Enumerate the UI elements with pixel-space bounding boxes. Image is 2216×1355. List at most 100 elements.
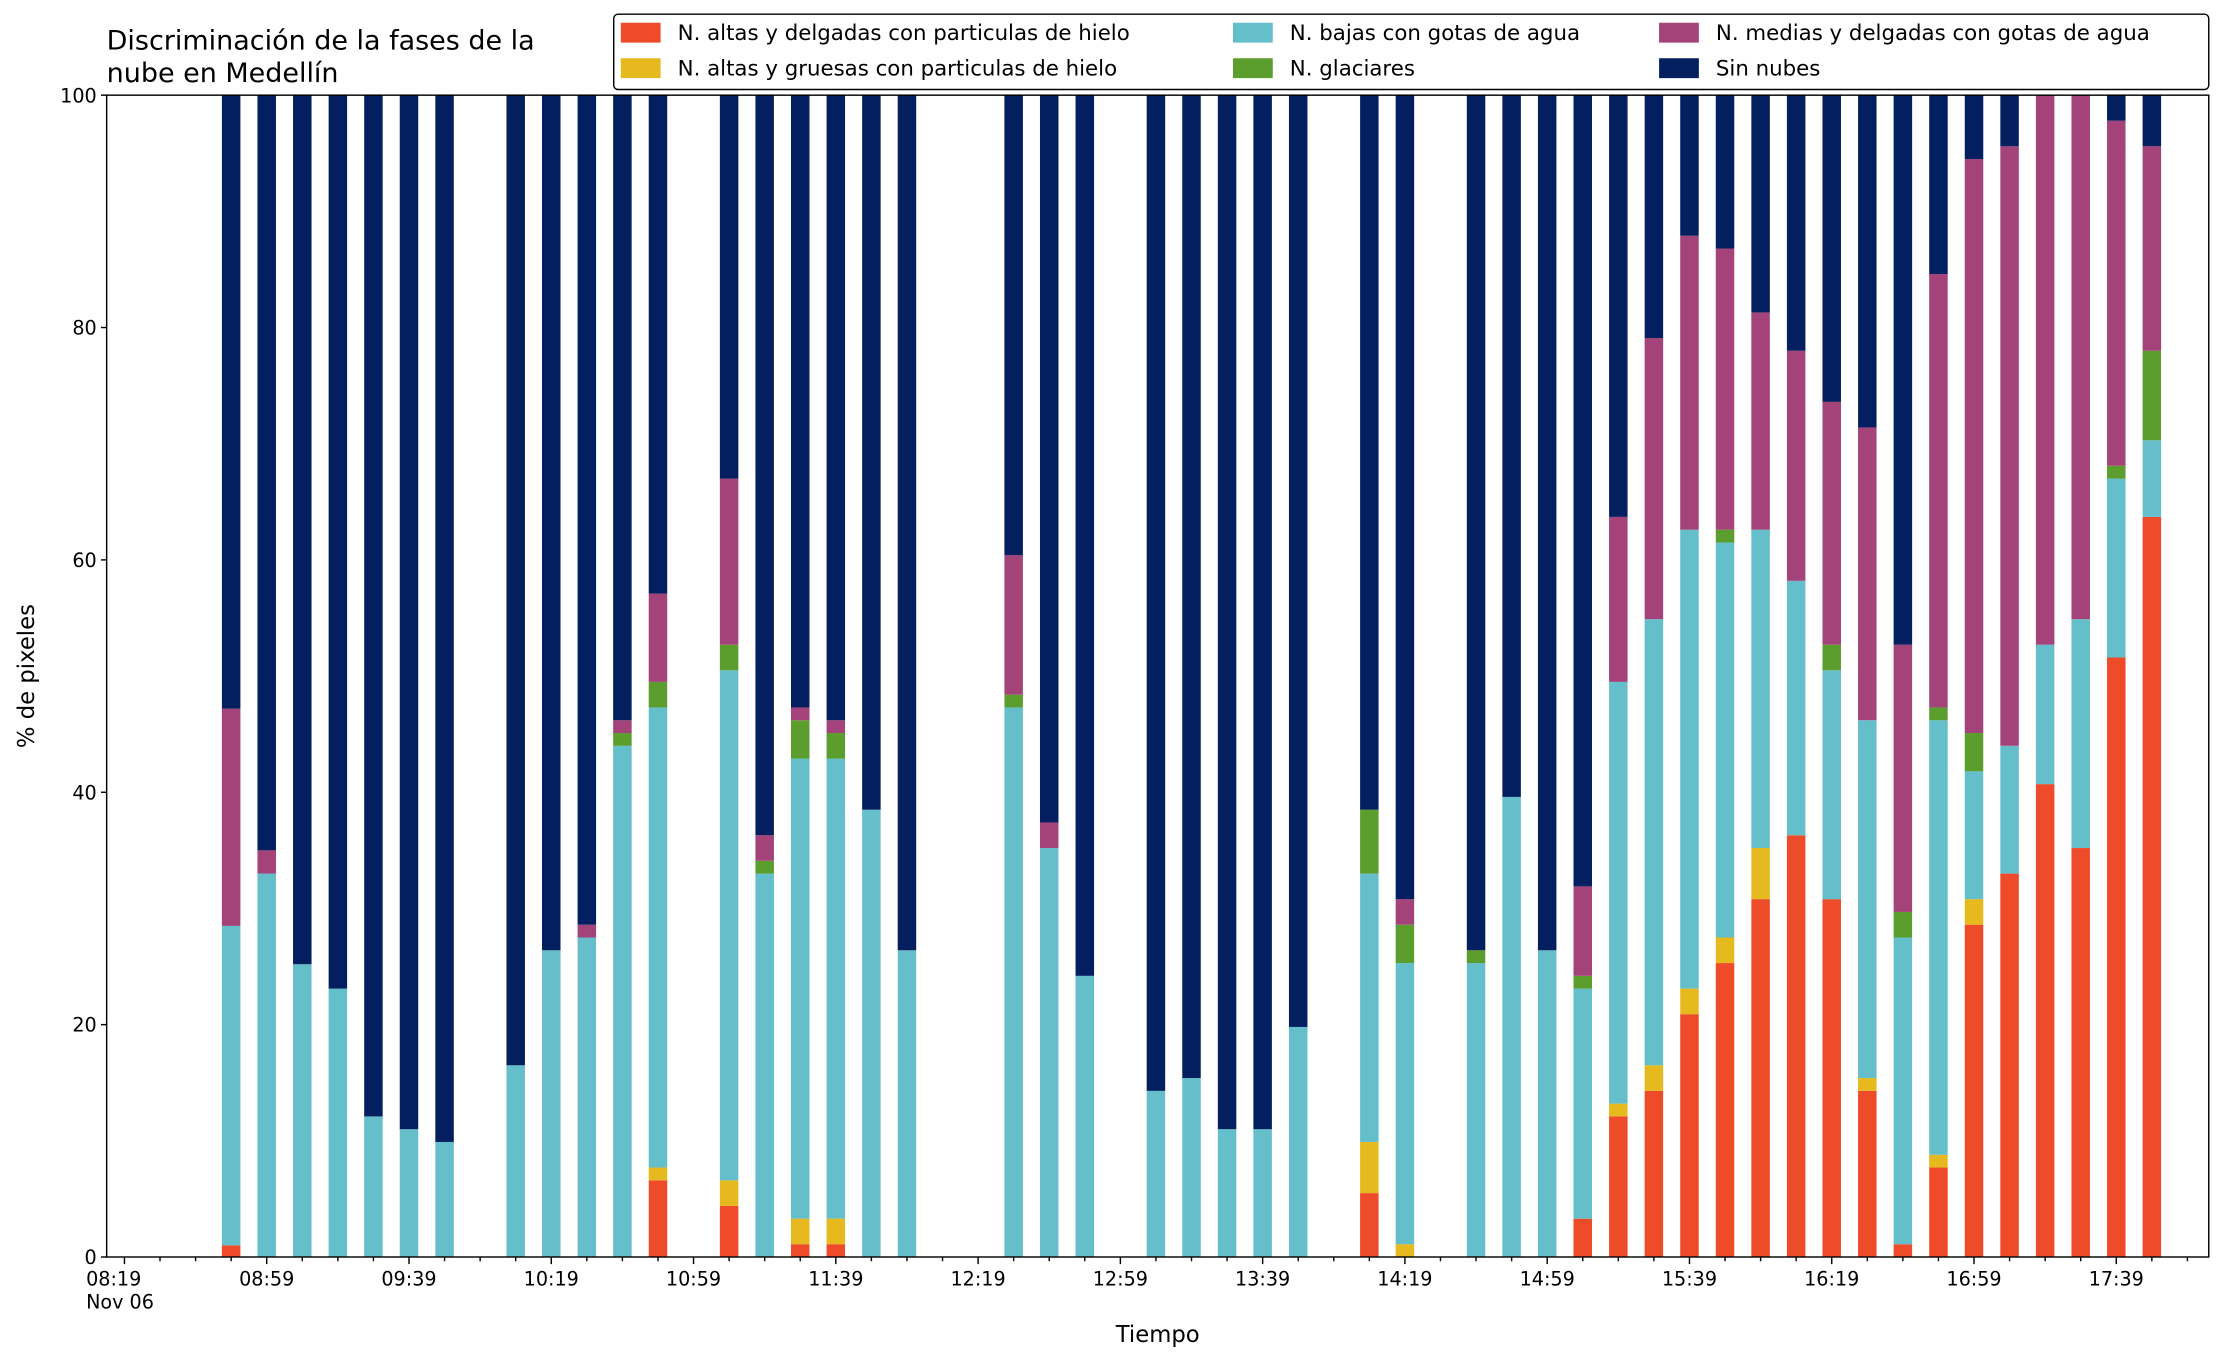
bar-segment xyxy=(1786,580,1806,836)
bar-segment xyxy=(2107,465,2126,479)
legend-box xyxy=(613,13,2210,91)
bar-segment xyxy=(1644,1065,1664,1091)
bar-segment xyxy=(1893,95,1913,645)
bar-segment xyxy=(791,758,810,1219)
bar-segment xyxy=(1964,771,1984,900)
plot-frame xyxy=(105,94,2210,1258)
bar-segment xyxy=(2000,745,2019,874)
bar-segment xyxy=(1253,95,1272,1130)
bar-segment xyxy=(1893,911,1913,938)
bar-segment xyxy=(2035,95,2055,645)
bar-segment xyxy=(826,95,846,721)
bar-segment xyxy=(1609,681,1628,1104)
bar-segment xyxy=(826,1244,846,1257)
bar-segment xyxy=(2142,350,2162,441)
bar-segment xyxy=(1822,670,1841,900)
y-tick-label: 0 xyxy=(85,1246,97,1269)
bar-segment xyxy=(1964,899,1984,925)
bar-segment xyxy=(1182,1078,1201,1257)
bar-segment xyxy=(1929,707,1948,721)
y-tick-label: 60 xyxy=(72,549,96,572)
bar-segment xyxy=(613,720,632,734)
bar-segment xyxy=(2142,146,2162,351)
legend-swatch xyxy=(1659,58,1699,79)
x-axis-label: Tiempo xyxy=(1115,1322,1200,1348)
bar-segment xyxy=(2107,657,2126,1257)
bar-segment xyxy=(1004,694,1023,708)
bar-segment xyxy=(1680,235,1699,530)
bar-segment xyxy=(1253,1129,1272,1257)
bar-segment xyxy=(1502,95,1521,797)
bar-segment xyxy=(1609,95,1628,517)
legend-label: N. altas y delgadas con particulas de hi… xyxy=(678,21,1130,46)
bar-segment xyxy=(613,95,632,721)
bar-segment xyxy=(1039,848,1059,1257)
bar-segment xyxy=(221,95,241,709)
bar-segment xyxy=(755,873,774,1257)
bar-segment xyxy=(2142,440,2162,517)
x-tick-label: 12:19 xyxy=(950,1267,1005,1290)
x-tick-label: 11:39 xyxy=(808,1267,863,1290)
bar-segment xyxy=(2000,146,2019,746)
bar-segment xyxy=(1039,822,1059,849)
bar-segment xyxy=(1573,886,1593,976)
bar-segment xyxy=(1644,619,1664,1066)
bar-segment xyxy=(1964,159,1984,734)
bar-segment xyxy=(1929,1167,1948,1257)
bar-segment xyxy=(1537,950,1557,1257)
bar-segment xyxy=(1146,95,1166,1091)
legend-swatch xyxy=(620,58,661,79)
bar-segment xyxy=(1573,988,1593,1219)
x-tick-label: 09:39 xyxy=(381,1267,436,1290)
bar-segment xyxy=(1609,516,1628,682)
bar-segment xyxy=(1644,337,1664,620)
bar-segment xyxy=(1715,963,1735,1257)
y-tick-label: 100 xyxy=(60,84,97,107)
bar-segment xyxy=(1395,963,1415,1245)
bar-segment xyxy=(648,593,668,682)
bar-segment xyxy=(577,937,597,1257)
bar-segment xyxy=(2000,95,2019,147)
bar-segment xyxy=(1466,963,1486,1257)
bar-segment xyxy=(1288,1026,1308,1257)
bar-segment xyxy=(1822,95,1841,402)
bar-segment xyxy=(293,964,312,1257)
bar-segment xyxy=(719,1205,739,1257)
bar-segment xyxy=(1075,975,1095,1257)
bar-segment xyxy=(577,95,597,925)
y-tick-label: 40 xyxy=(72,781,96,804)
bar-segment xyxy=(826,733,846,759)
bar-segment xyxy=(506,1065,525,1257)
bar-segment xyxy=(1751,848,1770,900)
bar-segment xyxy=(257,850,276,874)
bar-segment xyxy=(719,478,739,645)
chart-title: Discriminación de la fases de la nube en … xyxy=(107,26,535,89)
legend-label: Sin nubes xyxy=(1716,56,1820,81)
bar-segment xyxy=(719,95,739,479)
bar-segment xyxy=(2071,619,2090,849)
bar-segment xyxy=(1288,95,1308,1027)
bar-segment xyxy=(1858,1090,1877,1257)
x-tick-label: 08:59 xyxy=(239,1267,294,1290)
bar-segment xyxy=(364,95,383,1117)
bar-segment xyxy=(1502,796,1521,1257)
bar-segment xyxy=(1217,95,1237,1130)
bar-segment xyxy=(542,950,561,1257)
bar-segment xyxy=(1893,1244,1913,1257)
bar-segment xyxy=(1929,95,1948,275)
legend-swatch xyxy=(620,22,661,43)
bar-segment xyxy=(1680,529,1699,989)
bar-segment xyxy=(399,1129,419,1257)
bar-segment xyxy=(1004,555,1023,695)
bar-segment xyxy=(613,733,632,746)
bar-segment xyxy=(2142,516,2162,1257)
x-tick-label: 15:39 xyxy=(1662,1267,1717,1290)
bar-segment xyxy=(719,644,739,671)
bar-segment xyxy=(755,860,774,874)
legend-label: N. medias y delgadas con gotas de agua xyxy=(1716,21,2150,46)
bar-segment xyxy=(1360,1141,1379,1194)
bar-segment xyxy=(2107,120,2126,466)
x-tick-label: 16:59 xyxy=(1946,1267,2001,1290)
bar-segment xyxy=(1395,899,1415,925)
bar-segment xyxy=(2035,784,2055,1257)
